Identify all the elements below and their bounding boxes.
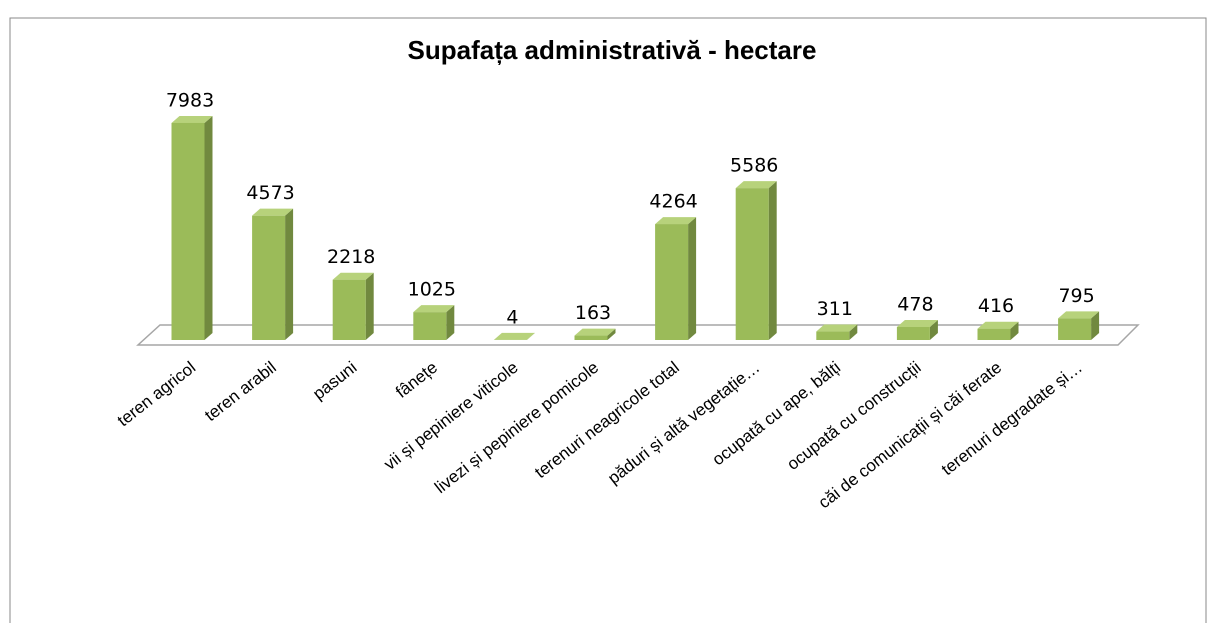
bar-top — [1058, 311, 1100, 319]
bar-side — [204, 115, 213, 340]
bar-side — [365, 272, 374, 340]
bar-top — [252, 208, 294, 216]
bar — [896, 327, 930, 340]
value-label: 795 — [1058, 285, 1094, 307]
bar-top — [977, 321, 1019, 329]
bar-side — [607, 328, 616, 340]
bar — [171, 122, 205, 340]
bar — [332, 279, 366, 340]
bar-top — [171, 115, 213, 123]
value-label: 7983 — [166, 89, 214, 111]
value-label: 4 — [506, 306, 518, 328]
bar-side — [1010, 321, 1019, 340]
value-label: 478 — [897, 294, 933, 316]
value-label: 4264 — [649, 191, 697, 213]
bar-top — [413, 305, 455, 313]
bar-side — [1091, 311, 1100, 340]
bar — [655, 224, 689, 340]
bar — [816, 331, 850, 340]
bar — [735, 188, 769, 340]
bar-top — [332, 272, 374, 280]
bar — [252, 215, 286, 340]
value-label: 1025 — [408, 279, 456, 301]
bar — [1058, 318, 1092, 340]
value-label: 2218 — [327, 246, 375, 268]
chart-title: Supafața administrativă - hectare — [408, 35, 817, 65]
bar — [413, 312, 447, 340]
bar-top — [896, 320, 938, 328]
bar-side — [285, 208, 294, 340]
bar-side — [446, 305, 455, 340]
value-label: 311 — [817, 298, 853, 320]
bar-top — [574, 328, 616, 336]
bar-side — [929, 320, 938, 340]
floor — [136, 324, 1140, 346]
value-label: 5586 — [730, 155, 778, 177]
bar-top — [735, 181, 777, 189]
bar-side — [849, 324, 858, 340]
bar-side — [768, 181, 777, 340]
value-label: 163 — [575, 302, 611, 324]
bar — [977, 328, 1011, 340]
bar-side — [526, 332, 535, 340]
value-label: 416 — [978, 295, 1014, 317]
value-label: 4573 — [246, 182, 294, 204]
bar-side — [688, 217, 697, 340]
bar-top — [655, 217, 697, 225]
bar-top — [816, 324, 858, 332]
bar — [574, 335, 608, 340]
bar-top — [493, 332, 535, 340]
